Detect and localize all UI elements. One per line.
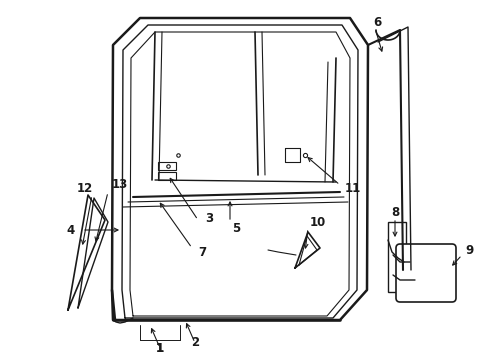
FancyBboxPatch shape [396,244,456,302]
Text: 7: 7 [198,246,206,258]
Text: 12: 12 [77,181,93,194]
Text: 1: 1 [156,342,164,355]
Text: 1: 1 [156,342,164,355]
Text: 3: 3 [205,211,213,225]
Bar [158,172,176,180]
Text: 8: 8 [391,206,399,219]
Text: 11: 11 [345,181,361,194]
Text: 10: 10 [310,216,326,229]
Bar [388,222,406,292]
Text: 6: 6 [373,15,381,28]
Text: 2: 2 [191,337,199,350]
Bar [158,162,176,170]
Text: 5: 5 [232,221,240,234]
Text: 9: 9 [465,243,473,256]
Text: 13: 13 [112,179,128,192]
Text: 4: 4 [67,224,75,237]
